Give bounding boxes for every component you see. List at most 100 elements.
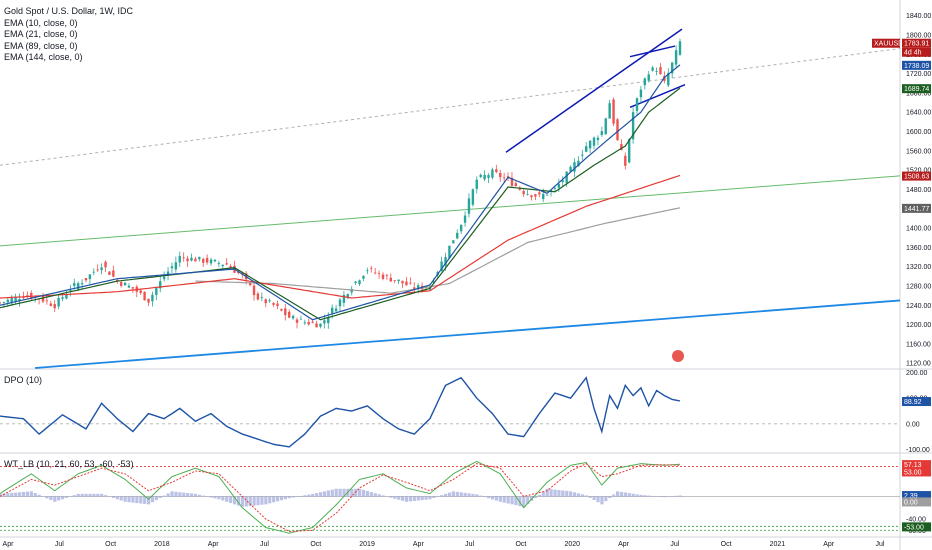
price-tag <box>902 84 931 94</box>
candle-body <box>73 283 76 286</box>
wt-histogram-bar <box>631 493 635 497</box>
candle-body <box>635 98 639 111</box>
candle-body <box>596 137 600 141</box>
wt-histogram-bar <box>150 496 155 503</box>
candle-body <box>272 302 275 305</box>
candle-body <box>229 266 232 268</box>
price-tick-label: 1120.00 <box>906 361 931 368</box>
wt-histogram-bar <box>678 495 682 497</box>
candle-body <box>667 73 670 86</box>
time-tick-label: 2021 <box>770 541 786 548</box>
candle-body <box>389 277 393 282</box>
candle-body <box>627 139 631 163</box>
candle-body <box>674 50 678 65</box>
candle-body <box>6 299 10 303</box>
candle-body <box>287 311 291 318</box>
wt-histogram-bar <box>334 488 338 497</box>
candle-body <box>358 280 361 285</box>
candle-body <box>69 289 72 291</box>
price-pane[interactable] <box>0 28 901 369</box>
candle-body <box>225 263 228 265</box>
candle-body <box>362 275 365 279</box>
wt-histogram-bar <box>0 493 2 497</box>
wt-histogram-bar <box>209 496 213 498</box>
wt-histogram-bar <box>584 495 588 497</box>
wt-histogram-bar <box>318 492 323 497</box>
wt-histogram-bar <box>115 496 119 500</box>
wt-histogram-bar <box>381 495 385 497</box>
candle-body <box>502 177 506 179</box>
wt-pane[interactable] <box>0 460 900 534</box>
wt-histogram-bar <box>572 492 577 497</box>
candle-body <box>155 288 158 295</box>
candle-body <box>471 189 475 205</box>
wt-histogram-bar <box>256 496 260 506</box>
dpo-tick-label: 0.00 <box>906 421 920 428</box>
wt-histogram-bar <box>303 495 307 497</box>
wt-histogram-bar <box>76 493 80 497</box>
wt-histogram-bar <box>479 495 483 497</box>
time-tick-label: Jul <box>465 541 474 548</box>
wt-histogram-bar <box>57 496 61 501</box>
candle-body <box>655 71 658 72</box>
candle-body <box>104 261 107 268</box>
candle-body <box>205 257 209 263</box>
price-tag-text: 1783.91 <box>904 41 929 48</box>
ema10-line <box>0 64 681 321</box>
dpo-tag <box>902 397 931 407</box>
price-tick-label: 1240.00 <box>906 303 931 310</box>
time-tick-label: Jul <box>670 541 679 548</box>
price-tag <box>902 47 931 57</box>
candle-body <box>530 195 533 198</box>
wt-histogram-bar <box>506 496 510 504</box>
candle-body <box>162 276 166 280</box>
wt-histogram-bar <box>408 496 413 502</box>
candle-body <box>401 280 404 284</box>
candle-body <box>585 146 588 152</box>
candle-body <box>334 308 338 312</box>
candle-body <box>479 174 482 178</box>
candle-body <box>10 298 13 304</box>
price-tag <box>902 38 931 48</box>
dpo-pane[interactable] <box>0 376 900 448</box>
wt-histogram-bar <box>322 491 327 497</box>
candle-body <box>147 298 150 303</box>
wt-histogram-bar <box>627 493 631 497</box>
candle-body <box>143 291 146 301</box>
wt-histogram-bar <box>537 494 542 497</box>
wt-histogram-bar <box>201 495 205 497</box>
wt-histogram-bar <box>2 493 6 497</box>
ema144-line <box>195 207 681 294</box>
candle-body <box>639 89 643 98</box>
wt-histogram-bar <box>565 490 569 497</box>
candle-body <box>221 264 224 267</box>
wt-histogram-bar <box>592 496 596 501</box>
price-tick-label: 1640.00 <box>906 110 931 117</box>
candle-body <box>96 269 99 271</box>
candle-body <box>475 179 478 189</box>
wt-histogram-bar <box>404 496 409 502</box>
candle-body <box>0 302 2 304</box>
blue-channel-line <box>34 299 901 369</box>
wt-histogram-bar <box>240 496 244 507</box>
wt-histogram-bar <box>502 496 506 503</box>
dpo-label: DPO (10) <box>4 375 43 385</box>
candle-body <box>553 187 557 189</box>
wt-histogram-bar <box>580 494 584 497</box>
wt-histogram-bar <box>518 496 522 507</box>
price-tag <box>902 203 931 213</box>
candle-body <box>592 137 596 146</box>
wt-histogram-bar <box>64 496 69 498</box>
wt-histogram-bar <box>104 495 108 497</box>
wt-histogram-bar <box>88 493 92 497</box>
wt-label: WT_LB (10, 21, 60, 53, -60, -53) <box>4 459 134 469</box>
wt-histogram-bar <box>338 488 342 497</box>
time-tick-label: Jul <box>876 541 885 548</box>
dpo-tick-label: 200.00 <box>906 370 928 377</box>
candle-body <box>526 194 529 195</box>
wt-histogram-bar <box>14 492 18 497</box>
wt-histogram-bar <box>158 496 162 498</box>
wt-histogram-bar <box>510 496 514 505</box>
